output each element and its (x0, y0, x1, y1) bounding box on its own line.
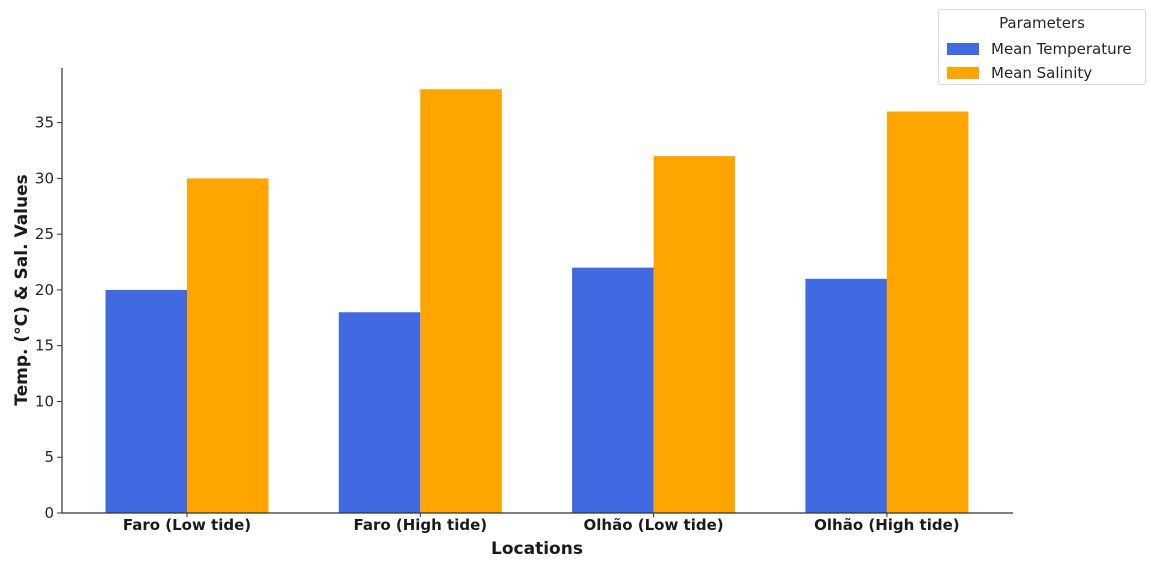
bar-temperature-0 (105, 289, 187, 513)
legend-label-salinity: Mean Salinity (991, 64, 1093, 82)
bar-salinity-2 (653, 156, 736, 513)
legend-swatch-salinity (947, 67, 979, 79)
y-tick-label: 30 (35, 169, 54, 187)
y-tick-label: 20 (35, 281, 54, 299)
legend-swatch-temperature (947, 43, 979, 55)
legend-label-temperature: Mean Temperature (991, 40, 1132, 58)
y-axis-title: Temp. (°C) & Sal. Values (12, 174, 32, 406)
bar-salinity-3 (886, 111, 969, 513)
legend: Parameters Mean Temperature Mean Salinit… (938, 9, 1146, 85)
bar-temperature-3 (805, 278, 887, 513)
y-tick-label: 25 (35, 225, 54, 243)
bar-temperature-1 (338, 312, 421, 513)
y-tick-label: 10 (35, 392, 54, 410)
x-tick-label: Olhão (Low tide) (584, 516, 724, 534)
bar-salinity-0 (187, 178, 269, 514)
bar-temperature-2 (572, 267, 654, 513)
x-tick-label: Faro (High tide) (353, 516, 487, 534)
x-tick-label: Olhão (High tide) (814, 516, 960, 534)
y-ticks-group: 0 5 10 15 20 25 30 35 (35, 114, 62, 522)
legend-title: Parameters (999, 14, 1085, 32)
bar-salinity-1 (420, 89, 502, 513)
y-tick-label: 0 (44, 504, 54, 522)
y-tick-label: 15 (35, 337, 54, 355)
y-tick-label: 35 (35, 114, 54, 132)
x-ticks-group: Faro (Low tide) Faro (High tide) Olhão (Lo… (123, 513, 960, 534)
bars-group (105, 89, 969, 514)
x-tick-label: Faro (Low tide) (123, 516, 251, 534)
x-axis-title: Locations (491, 539, 583, 559)
y-tick-label: 5 (44, 448, 54, 466)
